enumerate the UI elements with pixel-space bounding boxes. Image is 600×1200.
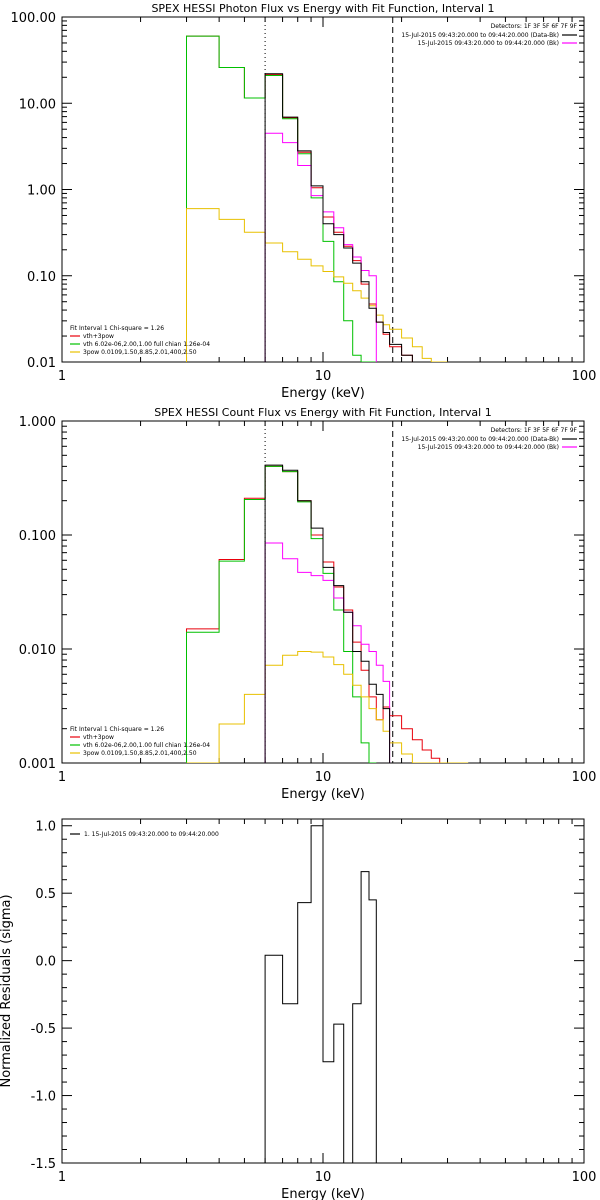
plot-area xyxy=(186,17,448,362)
x-tick-label: 1 xyxy=(58,770,66,785)
legend-header: Fit Interval 1 Chi-square = 1.26 xyxy=(70,726,164,733)
x-tick-label: 100 xyxy=(572,770,597,785)
chart-title: SPEX HESSI Photon Flux vs Energy with Fi… xyxy=(151,2,494,15)
y-tick-label: 0.010 xyxy=(19,643,56,658)
x-tick-label: 10 xyxy=(315,369,332,384)
legend-header: Fit Interval 1 Chi-square = 1.26 xyxy=(70,325,164,332)
legend-item: vth 6.02e-06,2.00,1.00 full chian 1.26e-… xyxy=(83,341,210,348)
header-interval-label: 15-Jul-2015 09:43:20.000 to 09:44:20.000… xyxy=(401,436,559,443)
y-tick-label: 1.000 xyxy=(19,415,56,430)
x-axis-label: Energy (keV) xyxy=(281,787,365,802)
series-line xyxy=(186,35,413,362)
y-tick-label: -1.0 xyxy=(31,1090,56,1105)
x-axis-label: Energy (keV) xyxy=(281,386,365,401)
x-axis-label: Energy (keV) xyxy=(281,1187,365,1200)
x-tick-label: 100 xyxy=(572,369,597,384)
x-tick-label: 10 xyxy=(315,770,332,785)
y-tick-label: 0.0 xyxy=(35,955,56,970)
series-line xyxy=(264,825,377,1163)
y-tick-label: -1.5 xyxy=(31,1157,56,1172)
x-tick-label: 1 xyxy=(58,1170,66,1185)
series-line xyxy=(186,35,377,362)
y-tick-label: 1.0 xyxy=(35,820,56,835)
series-line xyxy=(264,464,391,763)
x-tick-label: 10 xyxy=(315,1170,332,1185)
plot-frame xyxy=(61,420,585,764)
plot-area xyxy=(186,421,469,763)
y-tick-label: -0.5 xyxy=(31,1022,56,1037)
y-tick-label: 0.5 xyxy=(35,887,56,902)
series-line xyxy=(186,465,448,763)
legend-item: 3pow 0.0109,1.50,8.85,2.01,400,2.50 xyxy=(83,750,197,757)
detectors-label: Detectors: 1F 3F 5F 6F 7F 9F xyxy=(491,23,578,30)
legend-item: vth+3pow xyxy=(83,333,114,340)
legend-item: vth+3pow xyxy=(83,734,114,741)
y-tick-label: 1.00 xyxy=(27,184,56,199)
y-tick-label: 0.10 xyxy=(27,270,56,285)
series-line xyxy=(264,542,391,763)
y-tick-label: 10.00 xyxy=(19,97,56,112)
series-line xyxy=(186,465,377,763)
legend-item: 1. 15-Jul-2015 09:43:20.000 to 09:44:20.… xyxy=(84,831,219,838)
chart-panel-1: SPEX HESSI Photon Flux vs Energy with Fi… xyxy=(11,2,597,401)
series-line xyxy=(186,208,448,362)
y-tick-label: 0.01 xyxy=(27,356,56,371)
header-interval-label: 15-Jul-2015 09:43:20.000 to 09:44:20.000… xyxy=(418,444,559,451)
header-interval-label: 15-Jul-2015 09:43:20.000 to 09:44:20.000… xyxy=(418,40,559,47)
x-tick-label: 100 xyxy=(572,1170,597,1185)
series-line xyxy=(264,73,423,362)
y-tick-label: 0.100 xyxy=(19,529,56,544)
legend-item: 3pow 0.0109,1.50,8.85,2.01,400,2.50 xyxy=(83,349,197,356)
legend-item: vth 6.02e-06,2.00,1.00 full chian 1.26e-… xyxy=(83,742,210,749)
detectors-label: Detectors: 1F 3F 5F 6F 7F 9F xyxy=(491,427,578,434)
y-tick-label: 0.001 xyxy=(19,757,56,772)
y-axis-label: Normalized Residuals (sigma) xyxy=(0,894,14,1087)
chart-panel-3: 1 10 100 Energy (keV) -1.5 -1.0 -0.5 0.0 0.5 1.0 N… xyxy=(0,818,597,1200)
series-line xyxy=(264,132,377,362)
chart-panel-2: SPEX HESSI Count Flux vs Energy with Fit… xyxy=(19,406,597,802)
plot-area xyxy=(264,825,377,1163)
y-tick-label: 100.00 xyxy=(11,11,57,26)
x-tick-label: 1 xyxy=(58,369,66,384)
series-line xyxy=(186,651,469,763)
chart-title: SPEX HESSI Count Flux vs Energy with Fit… xyxy=(154,406,491,419)
header-interval-label: 15-Jul-2015 09:43:20.000 to 09:44:20.000… xyxy=(401,32,559,39)
